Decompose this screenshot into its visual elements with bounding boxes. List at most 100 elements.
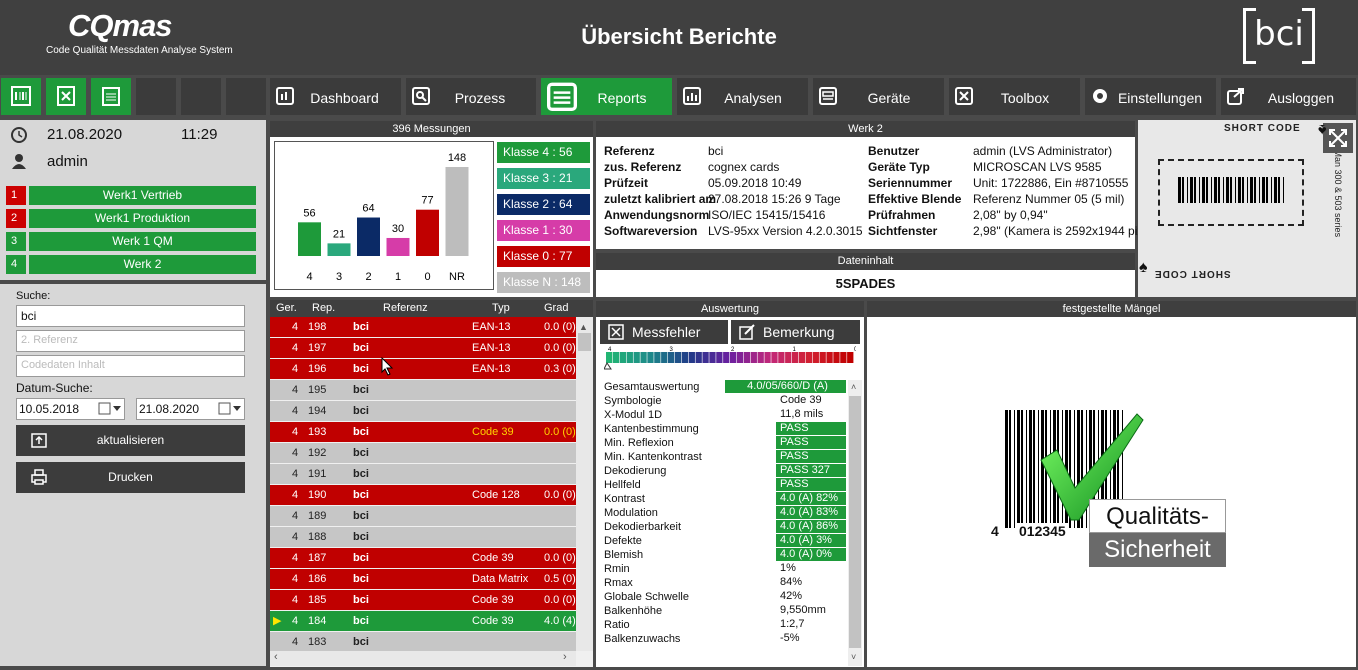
tab-messfehler[interactable]: Messfehler	[600, 320, 728, 344]
barcode-bar	[1005, 410, 1008, 528]
class-legend-item[interactable]: Klasse 3 : 21	[497, 168, 590, 189]
thumb-bar	[1242, 177, 1244, 203]
quick-empty-2[interactable]	[181, 78, 221, 115]
mouse-cursor-icon	[381, 357, 394, 376]
chart-icon	[683, 87, 701, 105]
cell-grad: 0.0 (0)	[544, 552, 576, 564]
table-row[interactable]: 4 194 bci	[270, 401, 576, 421]
evaluation-value: PASS	[776, 450, 846, 463]
barcode-bar	[1014, 410, 1015, 528]
table-row[interactable]: 4 185 bci Code 39 0.0 (0)	[270, 590, 576, 610]
date-from-input[interactable]: 10.05.2018	[16, 398, 125, 420]
quick-empty-1[interactable]	[136, 78, 176, 115]
table-row[interactable]: 4 198 bci EAN-13 0.0 (0)	[270, 317, 576, 337]
cell-grad: 0.0 (0)	[544, 321, 576, 333]
col-typ[interactable]: Typ	[492, 302, 510, 314]
nav-prozess[interactable]: Prozess	[406, 78, 536, 115]
cell-rep: 195	[308, 384, 327, 396]
evaluation-value: 42%	[780, 590, 803, 602]
class-legend-item[interactable]: Klasse 0 : 77	[497, 246, 590, 267]
quick-excel-button[interactable]	[46, 78, 86, 115]
cell-grad: 0.0 (0)	[544, 594, 576, 606]
plant-item[interactable]: 3 Werk 1 QM	[6, 232, 256, 251]
info-value: Unit: 1722886, Ein #8710555	[973, 176, 1129, 190]
print-button[interactable]: Drucken	[16, 462, 245, 493]
table-row[interactable]: 4 191 bci	[270, 464, 576, 484]
cell-ref: bci	[353, 636, 369, 648]
table-row[interactable]: 4 197 bci EAN-13 0.0 (0)	[270, 338, 576, 358]
scroll-up-icon[interactable]: ˄	[851, 382, 857, 392]
col-referenz[interactable]: Referenz	[383, 302, 428, 314]
table-row[interactable]: 4 187 bci Code 39 0.0 (0)	[270, 548, 576, 568]
thumb-bar	[1187, 177, 1188, 203]
nav-einstellungen[interactable]: Einstellungen	[1085, 78, 1216, 115]
scroll-thumb[interactable]	[849, 396, 861, 648]
class-legend-item[interactable]: Klasse 1 : 30	[497, 220, 590, 241]
nav-dashboard[interactable]: Dashboard	[270, 78, 401, 115]
thumb-bar	[1226, 177, 1229, 203]
scroll-down-icon[interactable]: ˅	[851, 652, 857, 662]
nav-geraete[interactable]: Geräte	[813, 78, 944, 115]
scroll-thumb[interactable]	[578, 333, 591, 351]
chart-value-label: 21	[333, 228, 345, 240]
evaluation-key: Hellfeld	[604, 479, 641, 491]
plant-item[interactable]: 2 Werk1 Produktion	[6, 209, 256, 228]
evaluation-key: Rmin	[604, 563, 630, 575]
refresh-button[interactable]: aktualisieren	[16, 425, 245, 456]
cell-rep: 196	[308, 363, 327, 375]
nav-toolbox[interactable]: Toolbox	[949, 78, 1080, 115]
table-row[interactable]: 4 195 bci	[270, 380, 576, 400]
plant-item[interactable]: 4 Werk 2	[6, 255, 256, 274]
table-row[interactable]: 4 188 bci	[270, 527, 576, 547]
evaluation-row: Rmax 84%	[604, 576, 846, 590]
class-legend-item[interactable]: Klasse N : 148	[497, 272, 590, 293]
date-to-input[interactable]: 21.08.2020	[136, 398, 245, 420]
calendar-dropdown-icon[interactable]	[98, 402, 122, 416]
scroll-left-icon[interactable]: ‹	[274, 651, 278, 663]
werk-info-panel	[596, 137, 1135, 249]
scroll-right-icon[interactable]: ›	[563, 651, 567, 663]
code-data-input[interactable]: Codedaten Inhalt	[16, 355, 245, 377]
table-row[interactable]: 4 196 bci EAN-13 0.3 (0)	[270, 359, 576, 379]
table-row[interactable]: 4 189 bci	[270, 506, 576, 526]
chart-bar	[386, 237, 410, 256]
col-grad[interactable]: Grad	[544, 302, 569, 314]
search-input[interactable]: bci	[16, 305, 245, 327]
measurements-header: 396 Messungen	[270, 121, 593, 138]
quick-empty-3[interactable]	[226, 78, 266, 115]
evaluation-vscrollbar[interactable]: ˄ ˅	[848, 380, 862, 666]
scroll-up-icon[interactable]: ▲	[579, 322, 588, 332]
quick-report-button[interactable]	[91, 78, 131, 115]
expand-button[interactable]	[1323, 123, 1353, 153]
table-row[interactable]: 4 190 bci Code 128 0.0 (0)	[270, 485, 576, 505]
table-vscrollbar[interactable]: ▲	[576, 317, 593, 651]
code-image-thumbnail[interactable]: SHORT CODE SHORT CODE ataMan 300 & 503 s…	[1138, 120, 1356, 297]
quick-barcode-button[interactable]	[1, 78, 41, 115]
ref2-input[interactable]: 2. Referenz	[16, 330, 245, 352]
table-row[interactable]: 4 183 bci	[270, 632, 576, 652]
table-row[interactable]: 4 192 bci	[270, 443, 576, 463]
nav-ausloggen[interactable]: Ausloggen	[1221, 78, 1356, 115]
printer-icon	[31, 469, 47, 485]
nav-analysen[interactable]: Analysen	[677, 78, 808, 115]
nav-reports[interactable]: Reports	[541, 78, 672, 115]
col-ger[interactable]: Ger.	[276, 302, 297, 314]
scale-segment	[805, 352, 813, 363]
upload-icon	[31, 433, 47, 448]
calendar-dropdown-icon[interactable]	[218, 402, 242, 416]
col-rep[interactable]: Rep.	[312, 302, 336, 314]
class-legend-item[interactable]: Klasse 4 : 56	[497, 142, 590, 163]
cell-typ: EAN-13	[472, 321, 511, 333]
bci-logo: bci	[1243, 8, 1315, 64]
scale-segment	[730, 352, 737, 363]
table-hscrollbar[interactable]: ‹ ›	[270, 651, 576, 666]
plant-item[interactable]: 1 Werk1 Vertrieb	[6, 186, 256, 205]
barcode-bar	[1021, 410, 1023, 528]
table-row[interactable]: 4 186 bci Data Matrix 0.5 (0)	[270, 569, 576, 589]
table-row[interactable]: 4 193 bci Code 39 0.0 (0)	[270, 422, 576, 442]
table-row[interactable]: 4 184 bci Code 39 4.0 (4) ▶	[270, 611, 576, 631]
scale-segment	[647, 352, 654, 363]
info-key: Effektive Blende	[868, 192, 962, 206]
cell-ref: bci	[353, 321, 369, 333]
class-legend-item[interactable]: Klasse 2 : 64	[497, 194, 590, 215]
